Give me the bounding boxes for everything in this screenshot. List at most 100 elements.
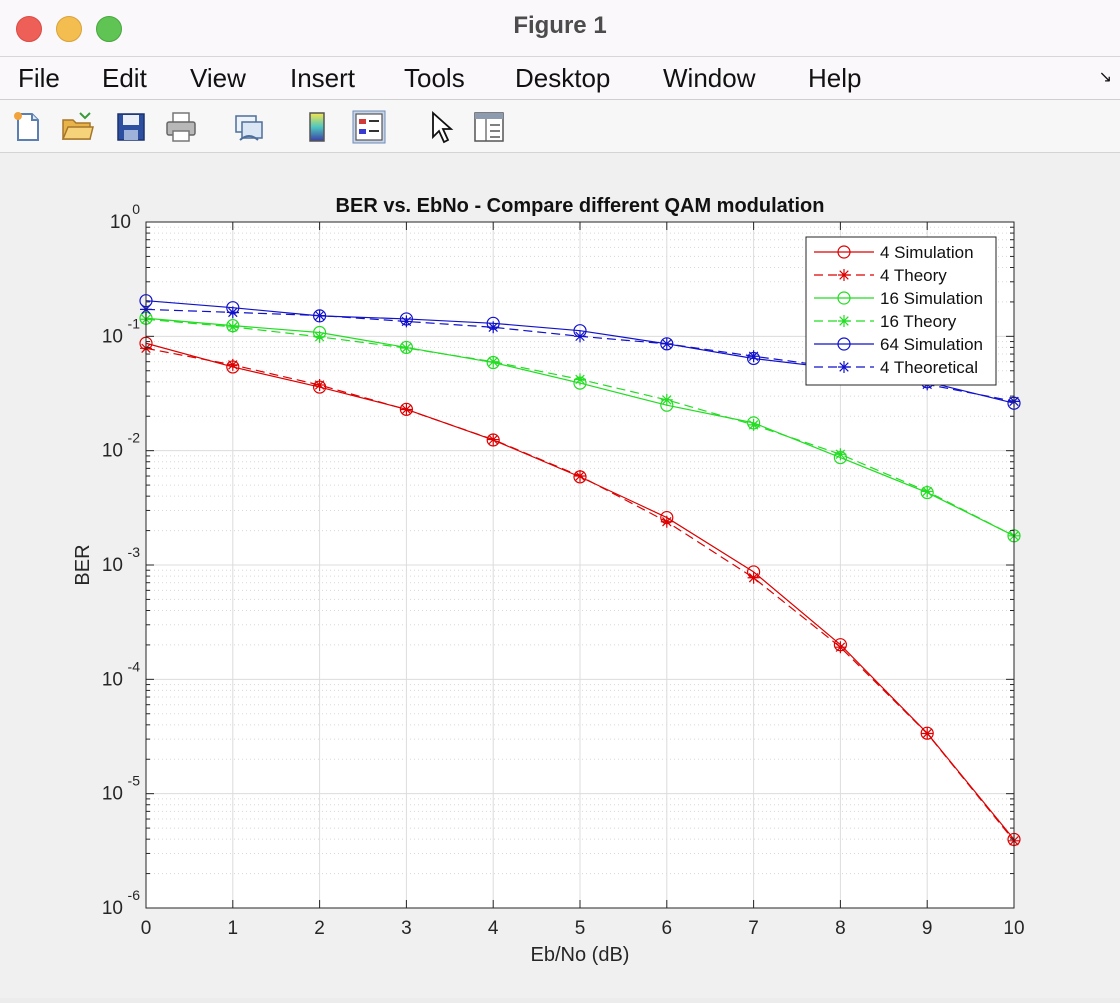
new-figure-icon[interactable] <box>10 110 44 144</box>
y-tick-base: 10 <box>102 326 123 347</box>
legend-entry[interactable]: 4 Theoretical <box>814 358 978 377</box>
legend-entry[interactable]: 16 Theory <box>814 312 957 331</box>
menu-help[interactable]: Help <box>808 63 862 93</box>
legend-marker <box>838 361 850 373</box>
legend-entry[interactable]: 4 Theory <box>814 266 947 285</box>
data-point <box>660 337 673 350</box>
data-point <box>747 350 760 363</box>
legend-label: 64 Simulation <box>880 335 983 354</box>
print-icon[interactable] <box>164 110 198 144</box>
legend-marker <box>838 315 850 327</box>
y-tick-base: 10 <box>110 212 131 233</box>
data-point <box>487 433 500 446</box>
x-tick-label: 2 <box>314 918 325 939</box>
y-tick-base: 10 <box>102 898 123 919</box>
minimize-window-button[interactable] <box>56 16 82 42</box>
data-point <box>226 306 239 319</box>
y-tick-label: -4 10 <box>102 658 140 690</box>
data-point <box>921 485 934 498</box>
maximize-window-button[interactable] <box>96 16 122 42</box>
figure-toolbar <box>0 100 1120 153</box>
x-tick-label: 5 <box>575 918 586 939</box>
x-tick-label: 10 <box>1003 918 1024 939</box>
x-tick-label: 4 <box>488 918 499 939</box>
data-point <box>487 355 500 368</box>
x-tick-label: 1 <box>228 918 239 939</box>
y-tick-label: -5 10 <box>102 773 140 805</box>
menu-edit[interactable]: Edit <box>102 63 147 93</box>
legend-label: 4 Theoretical <box>880 358 978 377</box>
data-point <box>660 393 673 406</box>
legend[interactable]: 4 Simulation 4 Theory 16 Simulation 16 Theo… <box>805 236 997 386</box>
y-tick-label: -6 10 <box>102 887 140 919</box>
menu-insert[interactable]: Insert <box>290 63 356 93</box>
data-point <box>747 418 760 431</box>
menu-file[interactable]: File <box>18 63 60 93</box>
legend-marker <box>837 245 851 259</box>
y-tick-base: 10 <box>102 784 123 805</box>
data-point <box>574 373 586 386</box>
dock-arrow-icon[interactable]: ↘ <box>1098 69 1112 86</box>
y-tick-exponent: -6 <box>128 887 141 903</box>
x-tick-label: 6 <box>662 918 673 939</box>
data-point <box>313 330 326 343</box>
insert-colorbar-icon[interactable] <box>300 110 334 144</box>
legend-marker <box>838 269 850 281</box>
x-tick-label: 8 <box>835 918 846 939</box>
data-point <box>226 358 239 371</box>
y-tick-label: 010 <box>110 201 140 233</box>
legend-label: 16 Simulation <box>880 289 983 308</box>
x-tick-label: 0 <box>141 918 152 939</box>
data-point <box>400 315 413 328</box>
window-titlebar: Figure 1 <box>0 0 1120 57</box>
legend-label: 4 Theory <box>880 266 947 285</box>
data-point <box>834 641 847 654</box>
y-tick-exponent: -3 <box>128 544 141 560</box>
data-point <box>313 309 326 322</box>
property-inspector-icon[interactable] <box>472 110 506 144</box>
legend-marker <box>837 337 851 351</box>
y-tick-exponent: 0 <box>132 201 140 217</box>
menu-tools[interactable]: Tools <box>404 63 465 93</box>
legend-entry[interactable]: 64 Simulation <box>814 335 983 354</box>
grid-lines <box>145 221 1015 909</box>
data-point <box>660 515 673 528</box>
legend-marker <box>837 291 851 305</box>
data-point <box>574 330 586 343</box>
menu-window[interactable]: Window <box>663 63 756 93</box>
close-window-button[interactable] <box>16 16 42 42</box>
y-tick-base: 10 <box>102 669 123 690</box>
y-tick-label: -2 10 <box>102 430 140 462</box>
figure-canvas: 0 1 2 3 4 5 6 7 8 9 10 0 10 -1 10 -2 10 -3 10 -4 10 -5 10 -6 10 … <box>0 153 1120 998</box>
open-file-icon[interactable] <box>60 110 94 144</box>
link-plot-icon[interactable] <box>232 110 266 144</box>
x-tick-label: 9 <box>922 918 933 939</box>
legend-entry[interactable]: 4 Simulation <box>814 243 974 262</box>
legend-entry[interactable]: 16 Simulation <box>814 289 983 308</box>
legend-box <box>805 236 997 386</box>
save-icon[interactable] <box>114 110 148 144</box>
x-tick-label: 7 <box>748 918 759 939</box>
data-point <box>400 403 413 416</box>
edit-plot-pointer-icon[interactable] <box>424 110 458 144</box>
y-tick-exponent: -5 <box>128 773 141 789</box>
data-point <box>226 320 239 333</box>
y-axis-label: BER <box>72 544 94 585</box>
y-tick-exponent: -2 <box>128 430 141 446</box>
legend-label: 4 Simulation <box>880 243 974 262</box>
data-point <box>400 342 413 355</box>
data-point <box>834 448 847 461</box>
ber-chart[interactable]: 0 1 2 3 4 5 6 7 8 9 10010-110-210-310-410-510-610 … <box>0 153 1120 998</box>
x-tick-label: 3 <box>401 918 412 939</box>
menu-view[interactable]: View <box>190 63 246 93</box>
data-point <box>487 321 500 334</box>
window-title: Figure 1 <box>513 12 607 39</box>
data-point <box>574 470 586 483</box>
x-axis-label: Eb/No (dB) <box>531 944 630 966</box>
y-tick-exponent: -1 <box>128 315 141 331</box>
menu-desktop[interactable]: Desktop <box>515 63 611 93</box>
data-point <box>313 379 326 392</box>
insert-legend-icon[interactable] <box>352 110 386 144</box>
chart-title: BER vs. EbNo - Compare different QAM mod… <box>336 195 825 217</box>
